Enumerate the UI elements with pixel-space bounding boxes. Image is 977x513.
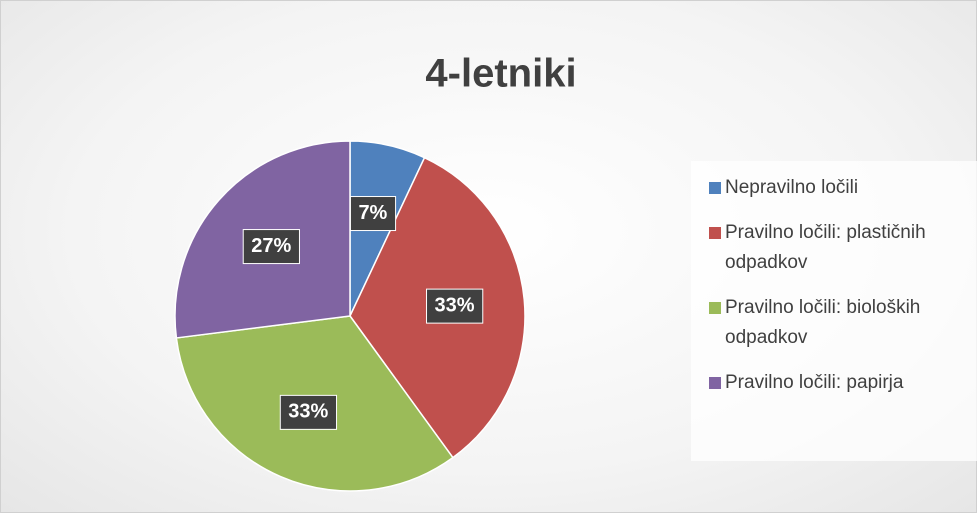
data-label: 33% [435,294,475,316]
legend-item: Pravilno ločili: bioloških odpadkov [709,293,968,353]
data-label: 7% [358,202,387,224]
legend-label: Pravilno ločili: plastičnih odpadkov [725,222,926,273]
legend-item: Pravilno ločili: plastičnih odpadkov [709,218,968,278]
data-label-box [426,288,484,324]
legend-item: Pravilno ločili: papirja [709,368,968,398]
data-label-box [349,196,397,232]
data-label: 33% [288,401,328,423]
legend-label: Pravilno ločili: bioloških odpadkov [725,297,921,348]
legend-label: Nepravilno ločili [725,177,859,198]
data-label: 27% [251,235,291,257]
legend-swatch [709,302,721,314]
legend-swatch [709,377,721,389]
legend-label: Pravilno ločili: papirja [725,372,904,393]
data-label-box [242,229,300,265]
legend: Nepravilno ločili Pravilno ločili: plasti… [691,161,977,461]
legend-item: Nepravilno ločili [709,173,968,203]
legend-swatch [709,227,721,239]
data-label-box [279,394,338,430]
chart-title: 4-letniki [425,52,576,96]
legend-swatch [709,182,721,194]
